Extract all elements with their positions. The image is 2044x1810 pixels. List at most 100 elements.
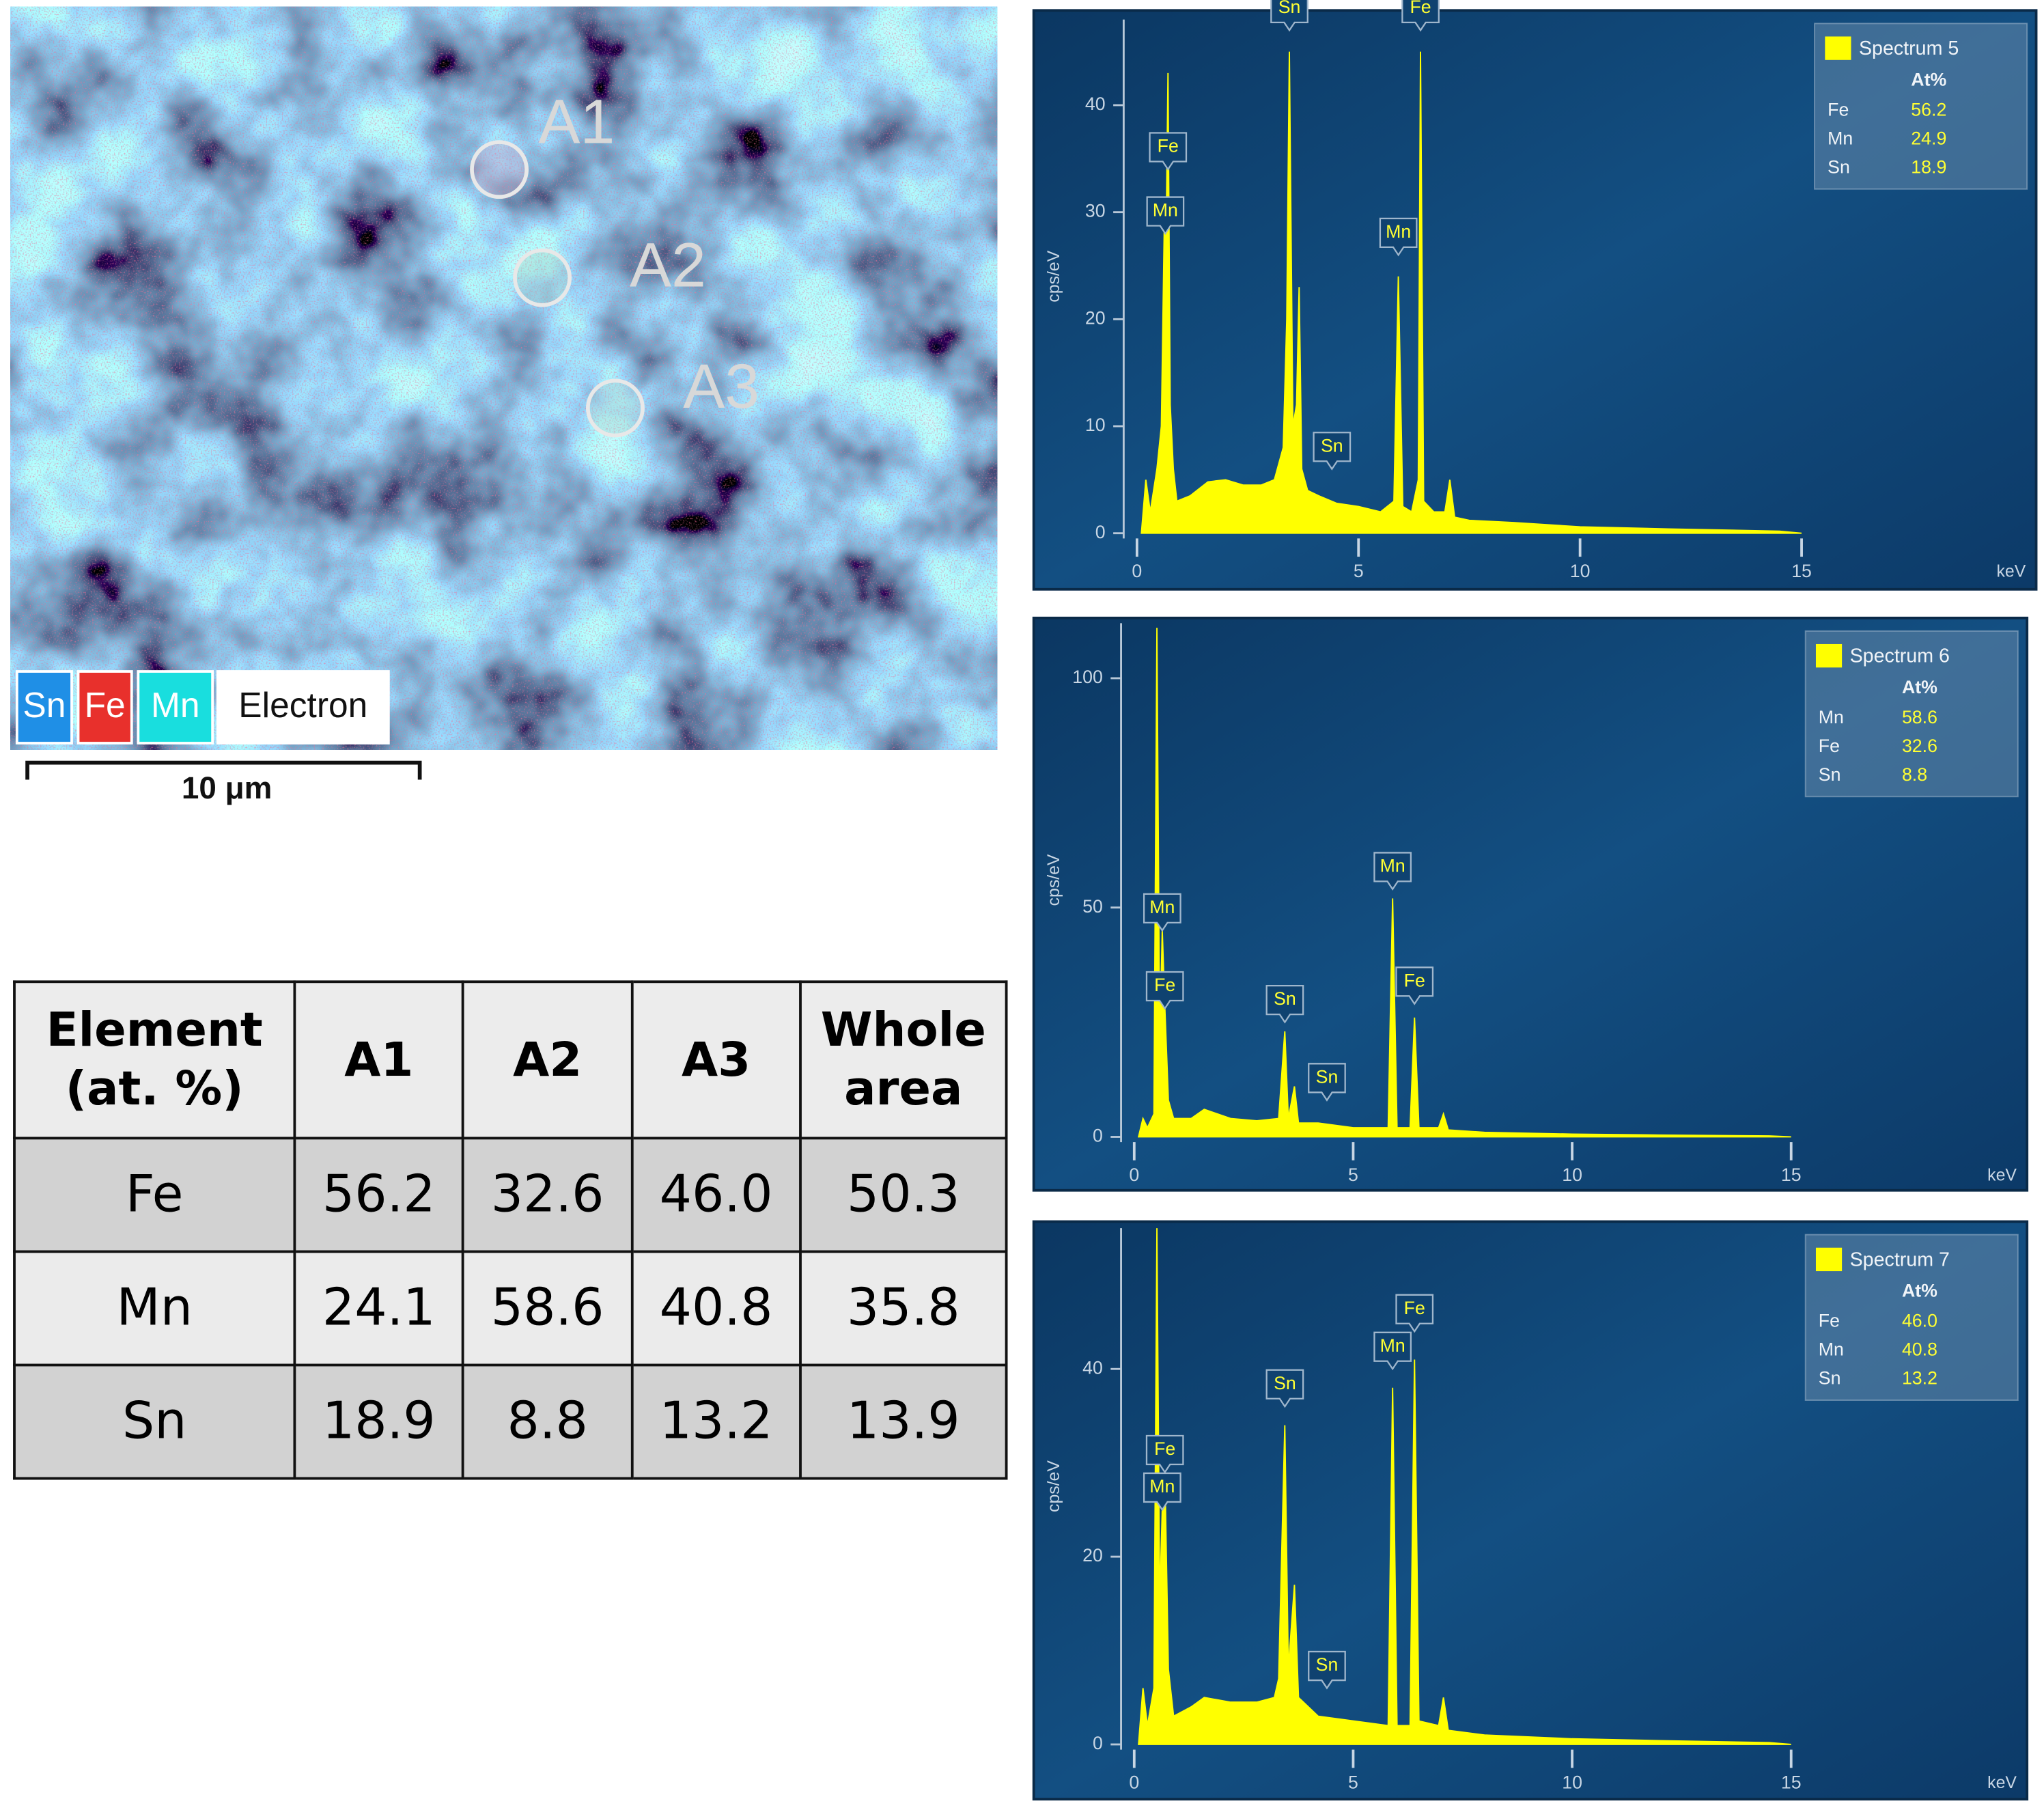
y-tick-label: 30	[1085, 201, 1106, 221]
legend-chip-label: Electron	[238, 685, 367, 725]
y-tick-label: 0	[1093, 1733, 1103, 1753]
micrograph: A1 A2 A3 Sn Fe Mn Electron	[10, 6, 998, 750]
legend-swatch	[1815, 1247, 1843, 1272]
annotation-box	[1395, 1294, 1434, 1333]
legend-value: 24.9	[1911, 128, 1946, 148]
legend-chip	[137, 670, 214, 744]
legend-element: Mn	[1819, 707, 1844, 727]
y-tick-label: 50	[1082, 896, 1103, 917]
header-cell: Whole area	[799, 980, 1008, 1140]
legend-element: Mn	[1819, 1339, 1844, 1360]
x-tick-label: 15	[1781, 1772, 1802, 1792]
legend-value: 40.8	[1902, 1339, 1937, 1360]
annotation-box	[1308, 1063, 1346, 1102]
annotation-box	[1145, 971, 1184, 1010]
legend-value: 13.2	[1902, 1368, 1937, 1389]
annotation-box	[1395, 966, 1434, 1005]
y-tick-label: 20	[1082, 1545, 1103, 1565]
annotation-label: Fe	[1404, 1298, 1425, 1318]
value-cell: 8.8	[462, 1363, 634, 1480]
header-cell: A3	[630, 980, 802, 1140]
annotation-box	[1373, 852, 1412, 891]
value-cell: 50.3	[799, 1137, 1008, 1253]
x-axis-label: keV	[1997, 563, 2026, 581]
scale-bar-label: 10 μm	[182, 770, 272, 805]
x-tick-label: 5	[1354, 561, 1364, 581]
table-row: Fe 56.2 32.6 46.0 50.3	[13, 1137, 1008, 1253]
annotation-label: Sn	[1278, 0, 1301, 17]
legend-title: Spectrum 7	[1850, 1249, 1950, 1270]
annotation-box	[1379, 217, 1418, 257]
legend-chip-label: Fe	[85, 685, 126, 725]
legend-header: At%	[1902, 677, 1937, 697]
x-tick-label: 0	[1132, 561, 1142, 581]
value-cell: 18.9	[293, 1363, 465, 1480]
spectrum-chart: 0 10 20 30 40 0 5 10 15 keV cps/eV Fe Mn Sn Sn Mn Fe Spec…	[1032, 0, 2038, 591]
legend-title: Spectrum 6	[1850, 645, 1950, 667]
legend-value: 58.6	[1902, 707, 1937, 727]
x-tick-label: 0	[1129, 1165, 1139, 1185]
legend-value: 18.9	[1911, 156, 1946, 177]
annotation-label: Fe	[1154, 975, 1175, 995]
chart-background	[1032, 616, 2029, 1192]
annotation-box	[1265, 985, 1304, 1024]
legend-element: Fe	[1828, 99, 1849, 120]
region-label: A2	[630, 230, 706, 300]
legend-chip	[216, 670, 390, 744]
x-axis-label: keV	[1987, 1774, 2017, 1792]
x-tick-label: 0	[1129, 1772, 1139, 1792]
legend-value: 56.2	[1911, 99, 1946, 120]
scale-bar-line	[25, 760, 422, 780]
annotation-label: Fe	[1154, 1438, 1175, 1459]
value-cell: 40.8	[630, 1250, 802, 1367]
legend-element: Fe	[1819, 1311, 1840, 1331]
y-tick-label: 10	[1085, 415, 1106, 435]
region-label: A1	[538, 87, 615, 156]
y-tick-label: 0	[1095, 522, 1106, 542]
annotation-box	[1146, 196, 1185, 236]
region-label: A3	[683, 352, 759, 421]
annotation-box	[1308, 1650, 1346, 1690]
value-cell: 58.6	[462, 1250, 634, 1367]
y-axis-label: cps/eV	[1045, 1460, 1063, 1512]
x-tick-label: 15	[1781, 1165, 1802, 1185]
legend-element: Sn	[1819, 764, 1841, 785]
legend-chip	[15, 670, 73, 744]
map-legend: Sn Fe Mn Electron	[15, 670, 390, 744]
legend-value: 8.8	[1902, 764, 1927, 785]
legend-chip-label: Mn	[151, 685, 200, 725]
spectrum-chart: 0 20 40 0 5 10 15 keV cps/eV Fe Mn Sn Sn Mn Fe Spectrum…	[1032, 1220, 2029, 1801]
element-cell: Fe	[13, 1137, 296, 1253]
annotation-label: Mn	[1380, 855, 1405, 876]
x-tick-label: 10	[1570, 561, 1591, 581]
y-tick-label: 100	[1072, 667, 1103, 687]
annotation-label: Mn	[1149, 897, 1175, 917]
table-header: Element (at. %) A1 A2 A3 Whole area	[13, 980, 1008, 1140]
legend-title: Spectrum 5	[1859, 38, 1959, 59]
element-cell: Sn	[13, 1363, 296, 1480]
value-cell: 24.1	[293, 1250, 465, 1367]
annotation-label: Mn	[1380, 1335, 1405, 1356]
y-tick-label: 40	[1082, 1357, 1103, 1378]
legend-value: 32.6	[1902, 736, 1937, 756]
annotation-label: Sn	[1316, 1654, 1339, 1675]
header-cell: A2	[462, 980, 634, 1140]
annotation-label: Sn	[1321, 435, 1343, 456]
x-tick-label: 5	[1348, 1772, 1358, 1792]
y-axis-label: cps/eV	[1045, 250, 1063, 302]
header-cell: Element (at. %)	[13, 980, 296, 1140]
table-row: Mn 24.1 58.6 40.8 35.8	[13, 1250, 1008, 1367]
annotation-box	[1270, 0, 1308, 32]
chart-background	[1032, 9, 2038, 591]
legend-header: At%	[1911, 69, 1946, 89]
y-axis-label: cps/eV	[1045, 854, 1063, 906]
annotation-box	[1149, 132, 1188, 171]
element-cell: Mn	[13, 1250, 296, 1367]
x-tick-label: 5	[1348, 1165, 1358, 1185]
annotation-box	[1145, 1434, 1184, 1474]
x-tick-label: 10	[1562, 1772, 1582, 1792]
region-circle	[586, 378, 645, 438]
legend-header: At%	[1902, 1281, 1937, 1301]
value-cell: 13.9	[799, 1363, 1008, 1480]
